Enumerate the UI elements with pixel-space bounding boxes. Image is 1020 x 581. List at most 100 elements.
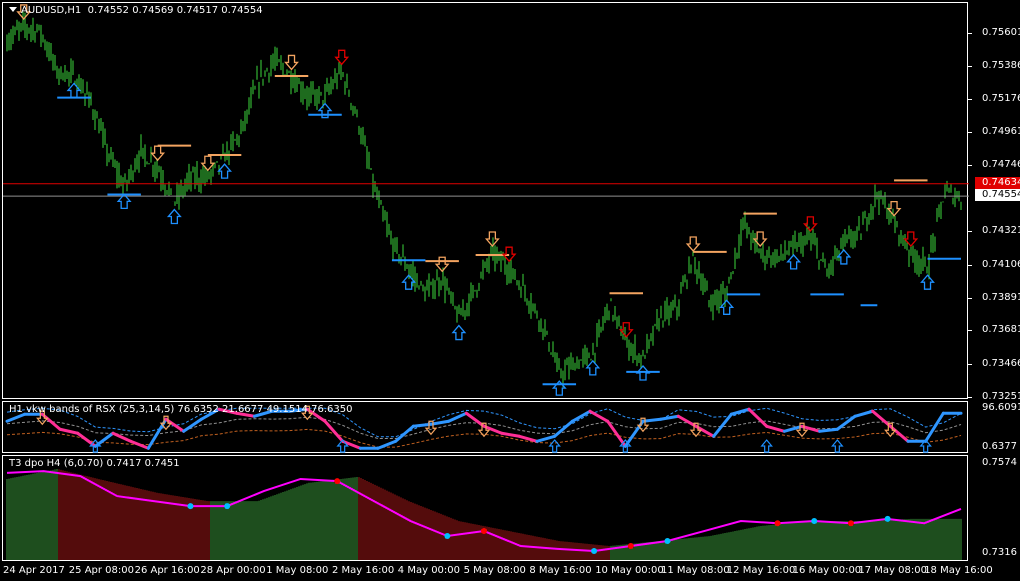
rsx-line-segment <box>482 424 504 435</box>
symbol-title: AUDUSD,H1 <box>21 5 82 16</box>
arrow-down-icon <box>200 155 216 172</box>
price-tick-label: 0.73466 <box>982 358 1020 369</box>
signal-dot <box>334 478 341 485</box>
rsx-line-segment <box>800 424 822 433</box>
dpo-title: T3 dpo H4 (6,0.70) 0.7417 0.7451 <box>9 458 180 469</box>
time-tick-label: 16 May 00:00 <box>792 565 862 576</box>
arrow-down-icon <box>477 422 491 438</box>
rsx-line-segment <box>199 407 221 421</box>
rsx-line-segment <box>252 409 274 418</box>
rsx-svg <box>5 405 963 453</box>
time-tick-label: 1 May 08:00 <box>266 565 329 576</box>
arrow-up-icon <box>635 364 651 381</box>
price-tick <box>968 165 972 166</box>
arrow-up-icon <box>760 439 773 453</box>
rsx-line-segment <box>712 412 733 438</box>
signal-dot <box>664 538 671 545</box>
price-tick <box>968 397 972 398</box>
arrow-up-icon <box>451 324 467 341</box>
arrow-down-icon <box>159 415 173 431</box>
rsx-line-segment <box>111 431 133 443</box>
arrow-up-icon <box>217 163 232 179</box>
rsx-line-segment <box>447 411 468 423</box>
arrow-up-icon <box>336 439 349 453</box>
price-tick-label: 0.75176 <box>982 93 1020 104</box>
arrow-down-icon <box>886 201 902 217</box>
arrow-up-icon <box>920 274 935 290</box>
price-tick-label: 0.75386 <box>982 60 1020 71</box>
time-tick-label: 4 May 00:00 <box>397 565 461 576</box>
arrow-up-icon <box>166 208 182 225</box>
price-tick-label: 0.74106 <box>982 259 1020 270</box>
rsx-line-segment <box>235 411 256 418</box>
rsx-line-segment <box>765 424 786 433</box>
price-chart-panel[interactable]: AUDUSD,H1 0.74552 0.74569 0.74517 0.7455… <box>2 2 969 399</box>
rsx-line-segment <box>394 424 415 443</box>
time-tick-label: 8 May 16:00 <box>529 565 592 576</box>
arrow-down-icon <box>636 417 650 433</box>
time-tick-label: 5 May 08:00 <box>463 565 526 576</box>
rsx-line-segment <box>164 417 186 433</box>
rsx-line-segment <box>659 414 680 421</box>
rsx-max-label: 96.6091 <box>982 402 1020 413</box>
dpo-line <box>6 470 962 553</box>
price-tick-label: 0.74321 <box>982 225 1020 236</box>
signal-dot <box>884 515 891 522</box>
rsx-line-segment <box>305 407 327 423</box>
ask-price-label: 0.74634 <box>975 177 1020 189</box>
rsx-line-segment <box>217 407 239 415</box>
dropdown-triangle-icon[interactable] <box>9 7 17 12</box>
rsx-line-segment <box>146 417 168 450</box>
arrow-up-icon <box>317 102 333 119</box>
rsx-line-segment <box>853 409 875 418</box>
arrow-down-icon <box>795 422 809 438</box>
rsx-line-segment <box>341 439 362 450</box>
time-tick-label: 24 Apr 2017 <box>3 565 65 576</box>
rsx-line-segment <box>376 439 398 450</box>
rsx-line-segment <box>570 409 592 423</box>
rsx-indicator-panel[interactable]: H1 vkw bands of RSX (25,3,14,5) 76.6352 … <box>2 401 968 453</box>
rsx-line-segment <box>553 419 574 438</box>
arrow-up-icon <box>116 193 132 209</box>
rsx-line-segment <box>129 439 150 450</box>
rsx-min-label: 0.6377 <box>982 441 1017 452</box>
rsx-line-segment <box>888 424 910 443</box>
rsx-line-segment <box>818 427 839 433</box>
dpo-indicator-panel[interactable]: T3 dpo H4 (6,0.70) 0.7417 0.7451 <box>2 455 968 561</box>
bid-price-label: 0.74554 <box>975 189 1020 201</box>
arrow-down-icon <box>16 4 32 20</box>
time-tick-label: 11 May 08:00 <box>661 565 730 576</box>
price-tick <box>968 298 972 299</box>
arrow-down-icon <box>424 420 438 436</box>
time-tick-label: 28 Apr 00:00 <box>200 565 266 576</box>
signal-dot <box>591 548 598 555</box>
price-bars-svg <box>3 4 969 396</box>
price-tick <box>968 99 972 100</box>
rsx-line-segment <box>694 424 716 438</box>
rsx-line-segment <box>782 424 804 433</box>
lower-band-line <box>6 428 962 448</box>
arrow-up-icon <box>719 299 735 315</box>
price-tick-label: 0.73681 <box>982 324 1020 335</box>
dpo-svg <box>6 469 962 560</box>
arrow-down-icon <box>802 216 818 232</box>
time-tick-label: 10 May 00:00 <box>595 565 664 576</box>
rsx-line-segment <box>641 417 663 423</box>
time-tick-label: 26 Apr 16:00 <box>134 565 200 576</box>
signal-dot <box>224 503 231 510</box>
rsx-line-segment <box>747 407 769 428</box>
time-tick-label: 12 May 16:00 <box>726 565 796 576</box>
time-tick-label: 2 May 16:00 <box>332 565 395 576</box>
dpo-max-label: 0.7574 <box>982 457 1017 468</box>
signal-dot <box>627 543 634 550</box>
price-tick <box>968 330 972 331</box>
price-tick-label: 0.74961 <box>982 126 1020 137</box>
arrow-down-icon <box>685 236 701 252</box>
arrow-down-icon <box>903 231 919 248</box>
rsx-line-segment <box>871 409 892 428</box>
rsx-line-segment <box>729 407 751 416</box>
arrow-down-icon <box>484 231 500 248</box>
price-tick-label: 0.74746 <box>982 159 1020 170</box>
arrow-up-icon <box>66 82 82 99</box>
arrow-up-icon <box>551 380 567 396</box>
